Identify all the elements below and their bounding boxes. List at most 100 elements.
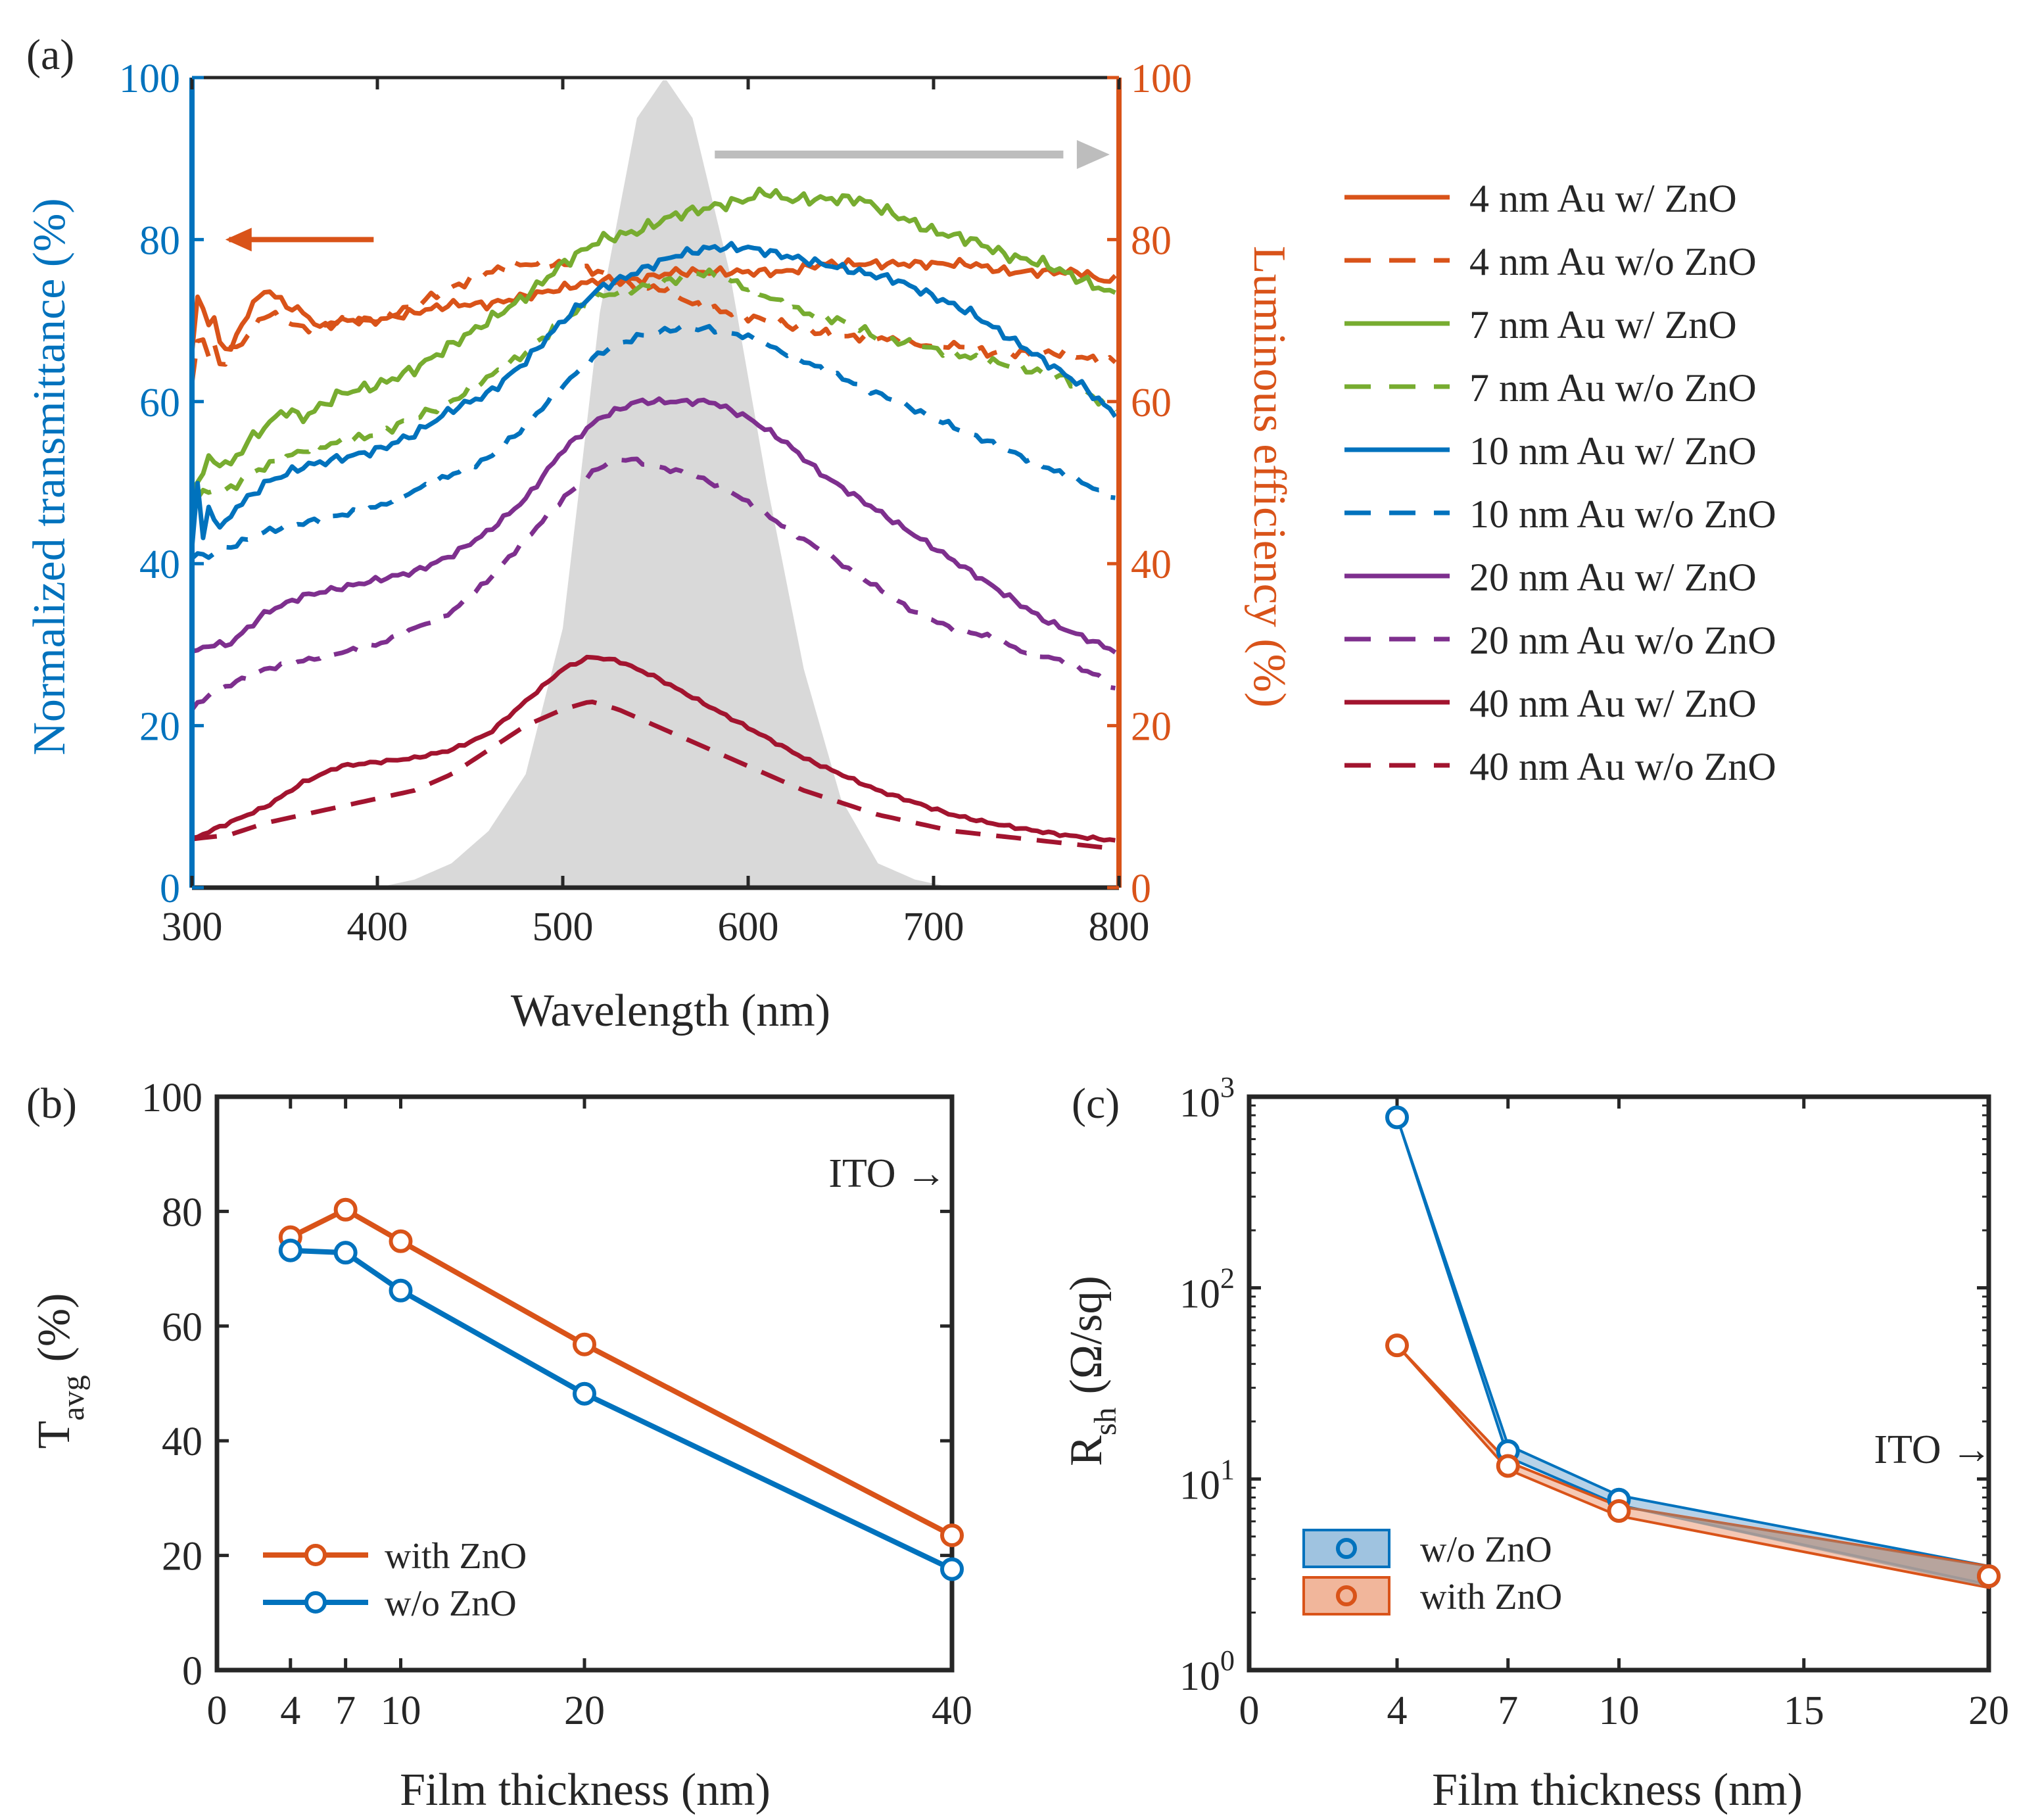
panel-c-point	[1496, 1454, 1520, 1478]
panel-c-ytick-exp: 0	[1220, 1644, 1235, 1677]
panel-b-ito-label: ITO →	[828, 1151, 947, 1196]
panel-a-xtick-label: 400	[347, 905, 408, 949]
panel-c-xlabel: Film thickness (nm)	[1432, 1765, 1803, 1815]
panel-c-legend-swatch	[1302, 1529, 1390, 1568]
panel-b-xlabel: Film thickness (nm)	[400, 1765, 771, 1815]
panel-b-point	[333, 1241, 358, 1265]
legend-label: 20 nm Au w/ ZnO	[1469, 556, 1757, 599]
panel-a-ytick-label: 40	[139, 542, 180, 587]
panel-c-ylabel-unit: (Ω/sq)	[1061, 1276, 1112, 1394]
right-arrow-icon	[1076, 140, 1110, 170]
panel-b-ytick-label: 100	[141, 1076, 202, 1120]
panel-c-xtick-label: 4	[1387, 1688, 1408, 1733]
panel-c-ytick-exp: 1	[1220, 1453, 1235, 1485]
panel-a-ytick-right-label: 20	[1131, 705, 1172, 750]
legend-label: 10 nm Au w/o ZnO	[1469, 492, 1776, 536]
panel-a-chart: 300 400 500 600 700 8000204060801000204060801…	[24, 57, 1295, 1036]
panel-b-legend-label: w/o ZnO	[385, 1583, 517, 1624]
panel-a-ylabel-right: Luminous efficiency (%)	[1244, 246, 1295, 707]
panel-b-ytick-label: 20	[162, 1535, 202, 1579]
panel-b-ytick-label: 80	[162, 1190, 202, 1235]
panel-a-legend: 4 nm Au w/ ZnO 4 nm Au w/o ZnO 7 nm Au w/ …	[1344, 177, 1776, 788]
left-arrow-icon	[225, 228, 252, 252]
series-line-8	[191, 654, 1116, 843]
panel-a-ylabel-left: Normalized transmittance (%)	[24, 198, 75, 755]
panel-c-label: (c)	[1072, 1080, 1120, 1128]
panel-b-ylabel-main: T	[29, 1421, 80, 1449]
panel-c-ytick-exp: 3	[1220, 1071, 1235, 1103]
series-line-3	[191, 267, 1118, 504]
legend-label: 20 nm Au w/o ZnO	[1469, 619, 1776, 662]
panel-b-xtick-label: 10	[381, 1688, 421, 1733]
panel-c-xtick-label: 15	[1784, 1688, 1824, 1733]
series-line-1	[189, 257, 1117, 384]
panel-c-ytick-label: 100	[1179, 1644, 1235, 1699]
panel-c-ytick-exp: 2	[1220, 1262, 1235, 1295]
panel-c-xtick-label: 10	[1599, 1688, 1640, 1733]
panel-b-legend-marker	[304, 1544, 327, 1566]
panel-c-legend-swatch	[1302, 1576, 1390, 1616]
panel-a-ytick-label: 20	[139, 705, 180, 750]
legend-label: 10 nm Au w/ ZnO	[1469, 429, 1757, 473]
panel-a-xtick-label: 800	[1089, 905, 1150, 949]
panel-c-legend-marker	[1336, 1585, 1357, 1606]
panel-a-ytick-right-label: 0	[1131, 867, 1151, 911]
panel-a-ytick-label: 60	[139, 381, 180, 425]
panel-b-ylabel-sub: avg	[56, 1375, 91, 1420]
panel-a-xtick-label: 300	[162, 905, 223, 949]
panel-c-ytick-base: 10	[1179, 1081, 1220, 1126]
luminous-efficiency-area	[377, 80, 953, 888]
panel-c-ito-label: ITO →	[1874, 1427, 1992, 1472]
series-line-7	[190, 456, 1116, 711]
panel-c-band-0	[1396, 1116, 1990, 1587]
legend-label: 7 nm Au w/o ZnO	[1469, 366, 1757, 410]
legend-label: 4 nm Au w/ ZnO	[1469, 177, 1737, 220]
panel-c-point	[1977, 1564, 2001, 1589]
panel-a-ytick-right-label: 100	[1131, 57, 1192, 101]
legend-label: 4 nm Au w/o ZnO	[1469, 240, 1757, 283]
legend-label: 40 nm Au w/ ZnO	[1469, 682, 1757, 725]
panel-b-ylabel: Tavg (%)	[29, 1293, 91, 1449]
panel-c-ylabel: Rsh (Ω/sq)	[1061, 1276, 1123, 1466]
series-line-4	[189, 241, 1118, 548]
panel-b-ytick-label: 0	[182, 1649, 202, 1694]
panel-b-point	[573, 1332, 596, 1356]
series-line-0	[189, 256, 1117, 353]
panel-c-xtick-label: 0	[1239, 1688, 1260, 1733]
series-line-6	[191, 396, 1117, 655]
panel-b-xtick-label: 4	[280, 1688, 300, 1733]
series-line-5	[190, 323, 1116, 560]
panel-b-point	[940, 1557, 964, 1581]
panel-c-ytick-label: 102	[1179, 1262, 1235, 1317]
panel-b-legend-marker	[304, 1591, 327, 1614]
panel-c-point	[1385, 1333, 1409, 1358]
panel-b-ytick-label: 40	[162, 1420, 202, 1464]
panel-a-xtick-label: 700	[903, 905, 964, 949]
panel-b-xtick-label: 7	[335, 1688, 356, 1733]
panel-b-point	[389, 1278, 413, 1303]
legend-label: 40 nm Au w/o ZnO	[1469, 745, 1776, 788]
panel-c-legend-label: with ZnO	[1420, 1577, 1562, 1617]
panel-a-ytick-label: 0	[160, 867, 180, 911]
panel-b-series-line-1	[290, 1247, 953, 1572]
panel-b-legend-label: with ZnO	[385, 1536, 527, 1577]
legend-label: 7 nm Au w/ ZnO	[1469, 303, 1737, 347]
panel-b-ytick-label: 60	[162, 1305, 202, 1350]
svg-text:Rsh(Ω/sq): Rsh (Ω/sq)	[1061, 1276, 1123, 1466]
panel-c-ytick-label: 101	[1179, 1453, 1235, 1508]
panel-b-xtick-label: 40	[932, 1688, 972, 1733]
panel-b-point	[940, 1523, 964, 1548]
panel-b-chart: 0 4 7 10 20 40 0 20 40 60 80 100 with ZnO w/o ZnO Fil…	[29, 1076, 972, 1815]
panel-b-xtick-label: 20	[564, 1688, 605, 1733]
panel-c-legend-label: w/o ZnO	[1420, 1529, 1552, 1570]
series-line-2	[190, 186, 1116, 492]
panel-a-xtick-label: 600	[718, 905, 779, 949]
panel-b-point	[389, 1229, 413, 1253]
panel-c-legend-marker	[1336, 1538, 1357, 1559]
panel-c-ytick-base: 10	[1179, 1272, 1220, 1317]
panel-c-ytick-label: 103	[1179, 1071, 1235, 1126]
panel-a-xlabel: Wavelength (nm)	[511, 986, 830, 1036]
panel-c-point	[1607, 1499, 1631, 1523]
